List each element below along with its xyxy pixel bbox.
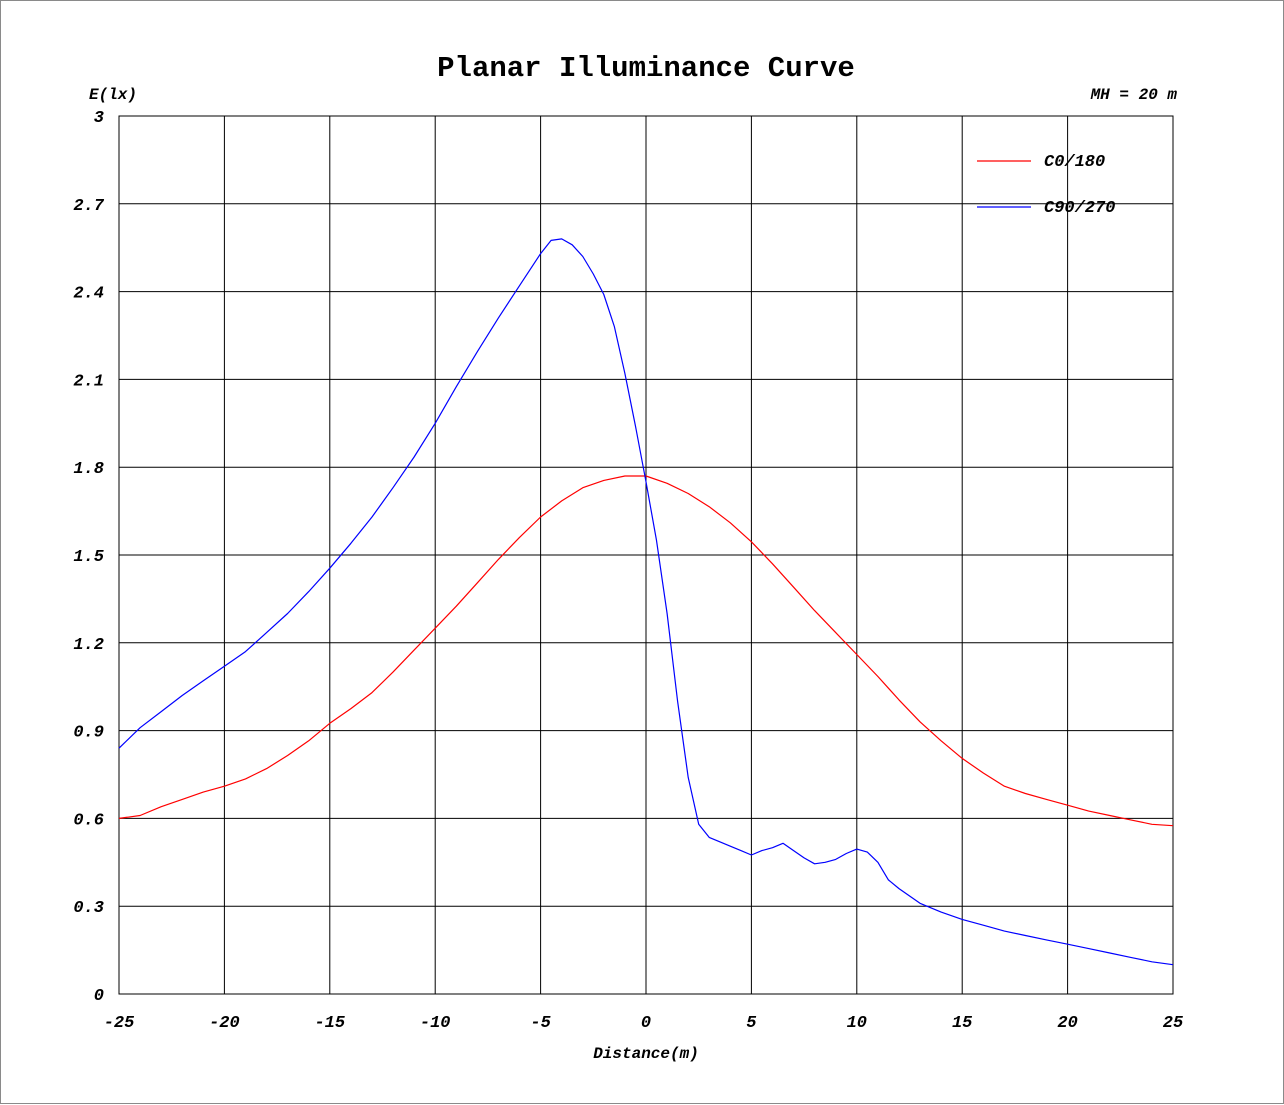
chart-title: Planar Illuminance Curve: [437, 52, 855, 85]
y-tick-label: 2.1: [73, 372, 104, 391]
legend-label: C90/270: [1044, 199, 1115, 218]
x-tick-label: 10: [847, 1014, 867, 1033]
y-tick-label: 0.9: [73, 724, 104, 743]
tick-labels: -25 -20 -15 -10 -5 0 5 10 15 20 25 0 0.3 0.6 0.9 1.2 1.5…: [73, 109, 1183, 1033]
series-line-c0-180: [118, 475, 1174, 827]
y-tick-label: 2.7: [73, 197, 104, 216]
x-tick-label: 20: [1057, 1014, 1077, 1033]
x-tick-label: -20: [209, 1014, 240, 1033]
x-tick-label: 5: [746, 1014, 756, 1033]
legend: C0/180 C90/270: [977, 153, 1115, 218]
x-tick-label: -5: [530, 1014, 550, 1033]
series-layer: [118, 238, 1174, 966]
x-tick-label: 25: [1163, 1014, 1183, 1033]
y-tick-label: 1.8: [73, 460, 104, 479]
y-tick-label: 2.4: [73, 285, 104, 304]
legend-label: C0/180: [1044, 153, 1105, 172]
x-axis-label: Distance(m): [593, 1045, 699, 1063]
y-tick-label: 1.2: [73, 636, 104, 655]
x-tick-label: -10: [420, 1014, 451, 1033]
x-tick-label: 15: [952, 1014, 972, 1033]
x-tick-label: 0: [641, 1014, 651, 1033]
y-tick-label: 3: [94, 109, 104, 128]
x-tick-label: -15: [314, 1014, 345, 1033]
y-tick-label: 1.5: [73, 548, 104, 567]
y-tick-label: 0.3: [73, 899, 104, 918]
y-tick-label: 0: [94, 987, 104, 1006]
y-axis-label: E(lx): [89, 86, 137, 104]
mounting-height-annotation: MH = 20 m: [1090, 86, 1178, 104]
series-line-c90-270: [118, 238, 1174, 966]
x-tick-label: -25: [104, 1014, 135, 1033]
grid: [118, 115, 1174, 995]
y-tick-label: 0.6: [73, 811, 104, 830]
